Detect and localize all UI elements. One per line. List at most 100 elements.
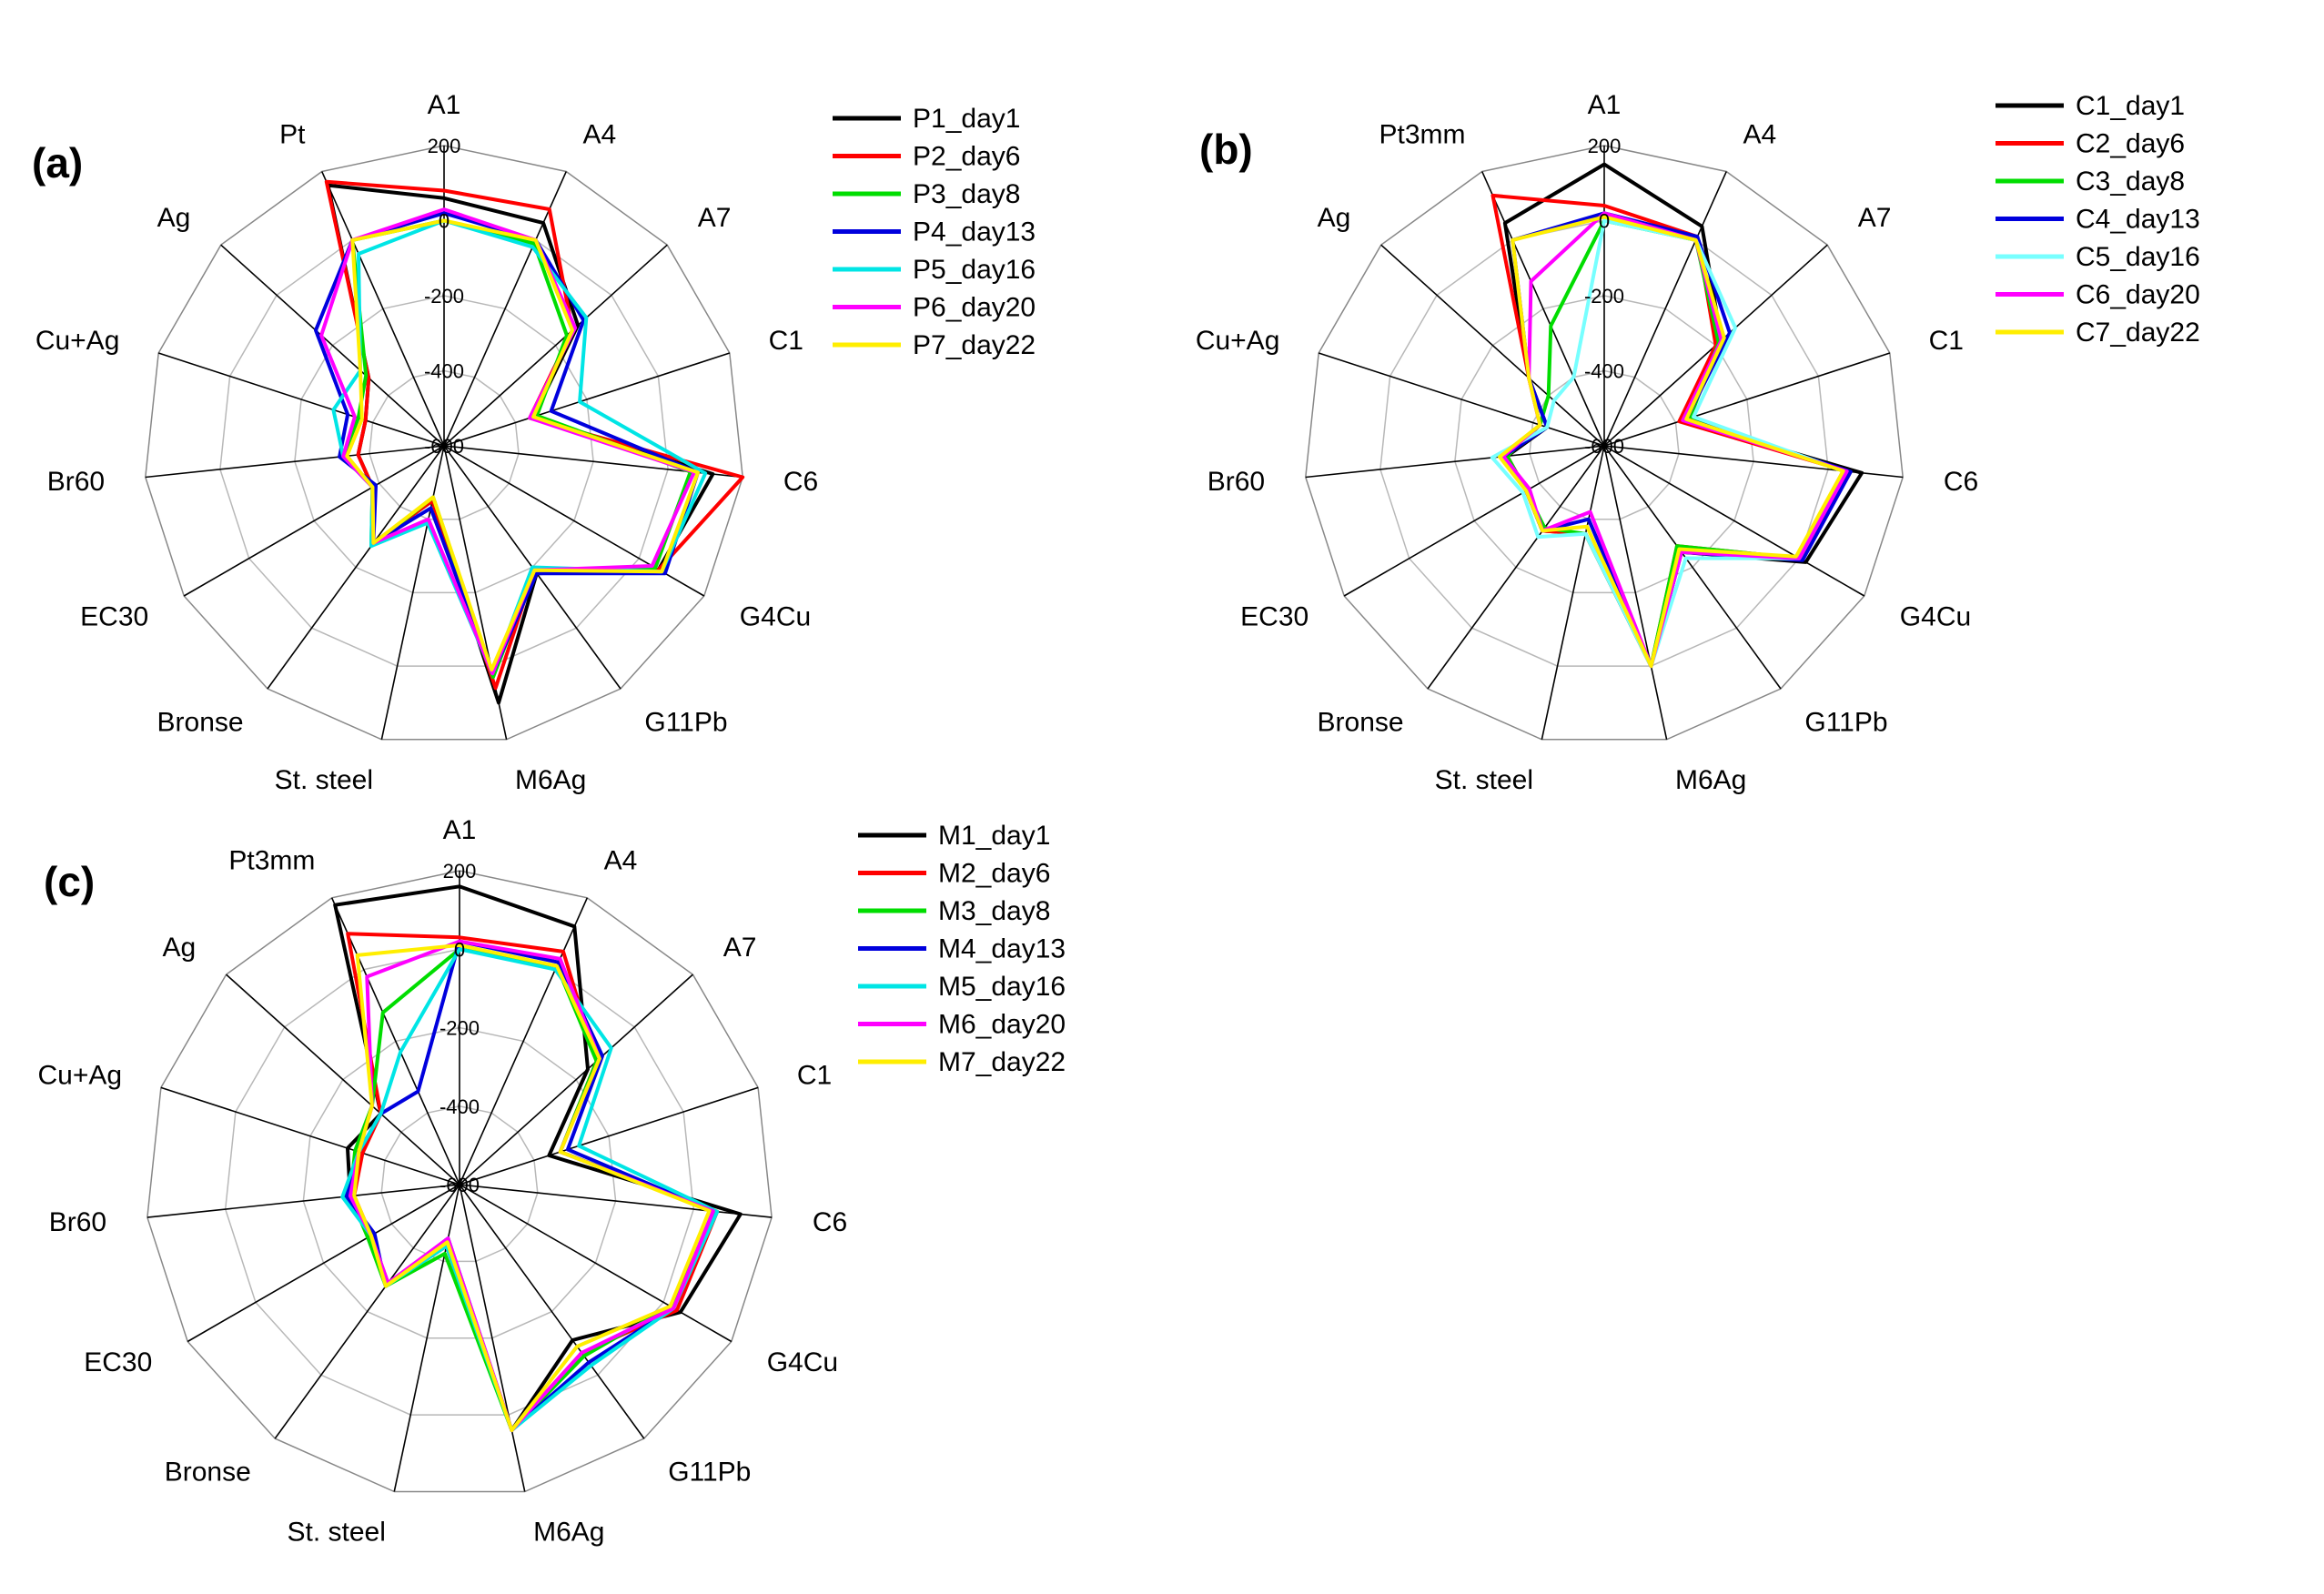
r-tick-label: -200 (1584, 285, 1624, 308)
series-line-p2-day6 (324, 179, 745, 691)
axis-spoke-br60 (147, 1184, 460, 1218)
r-tick-label: -600 (424, 435, 464, 458)
grid-ring (147, 870, 773, 1493)
axis-spoke-cu-ag (160, 1086, 460, 1185)
axis-spoke-c1 (443, 352, 731, 447)
legend-label-c6-day20: C6_day20 (2076, 280, 2200, 310)
axis-spoke-g11pb (1603, 445, 1782, 690)
grid-ring (219, 219, 669, 667)
axis-spoke-br60 (1305, 445, 1605, 479)
category-label-g4cu: G4Cu (740, 602, 811, 632)
axis-spoke-ag (220, 244, 445, 447)
legend-label-m3-day8: M3_day8 (938, 896, 1050, 926)
legend-label-c5-day16: C5_day16 (2076, 242, 2200, 272)
category-label-cu-ag: Cu+Ag (38, 1061, 123, 1091)
grid-ring (145, 145, 743, 741)
panel-label: (b) (1199, 126, 1253, 173)
r-tick-label: -200 (440, 1017, 480, 1040)
legend-label-p6-day20: P6_day20 (913, 293, 1036, 323)
axis-spoke-pt (321, 171, 445, 447)
category-label-br60: Br60 (47, 467, 105, 497)
legend-label-p2-day6: P2_day6 (913, 142, 1020, 172)
category-label-cu-ag: Cu+Ag (1196, 326, 1280, 356)
radar-panel-c: 200 0 -200 -400 -600 A1 A4 A7 C1 C6 G4Cu G11Pb M6Ag S… (38, 815, 1066, 1548)
category-label-br60: Br60 (49, 1207, 106, 1237)
category-label-ec30: EC30 (1240, 602, 1309, 632)
axis-spoke-a4 (443, 171, 567, 447)
series-line-c6-day20 (1501, 211, 1849, 669)
grid-ring (224, 948, 695, 1416)
grid-ring (1305, 145, 1904, 741)
category-label-c1: C1 (797, 1061, 832, 1091)
category-label-a7: A7 (698, 203, 732, 233)
legend-label-p7-day22: P7_day22 (913, 330, 1036, 360)
category-label-a4: A4 (1743, 119, 1777, 149)
axis-spoke-ec30 (187, 1184, 460, 1343)
legend-label-m1-day1: M1_day1 (938, 821, 1050, 851)
category-label-a4: A4 (604, 846, 638, 876)
axis-spoke-br60 (145, 445, 445, 479)
r-tick-label: -600 (1584, 435, 1624, 458)
category-label-pt: Pt (279, 119, 306, 149)
category-label-g11pb: G11Pb (644, 707, 727, 737)
legend-label-c7-day22: C7_day22 (2076, 318, 2200, 348)
category-label-g11pb: G11Pb (668, 1458, 751, 1488)
axis-spoke-m6ag (459, 1184, 526, 1492)
category-label-cu-ag: Cu+Ag (35, 326, 120, 356)
grid-ring (1379, 219, 1829, 667)
axis-spoke-a4 (1603, 171, 1727, 447)
axis-spoke-bronse (274, 1184, 460, 1439)
r-tick-label: 200 (443, 860, 477, 883)
legend-label-m7-day22: M7_day22 (938, 1047, 1066, 1077)
axis-spoke-m6ag (1603, 445, 1668, 740)
category-label-c6: C6 (783, 467, 818, 497)
category-label-m6ag: M6Ag (533, 1518, 604, 1548)
grid-ring (369, 369, 520, 520)
legend-label-m6-day20: M6_day20 (938, 1010, 1066, 1040)
r-tick-label: -600 (440, 1174, 480, 1196)
grid-ring (380, 1105, 539, 1263)
category-label-st-steel: St. steel (1435, 765, 1533, 795)
category-label-a1: A1 (1588, 90, 1622, 120)
category-label-a7: A7 (1858, 203, 1892, 233)
axis-spoke-a7 (459, 974, 693, 1185)
category-label-a1: A1 (428, 90, 461, 120)
category-label-m6ag: M6Ag (515, 765, 586, 795)
r-tick-label: -400 (440, 1095, 480, 1118)
axis-spoke-c6 (459, 1184, 773, 1218)
legend-label-m2-day6: M2_day6 (938, 859, 1050, 889)
axis-spoke-pt3mm (1481, 171, 1605, 447)
category-label-c1: C1 (1929, 326, 1964, 356)
category-label-c1: C1 (769, 326, 803, 356)
grid-ring (1454, 295, 1754, 594)
axis-spoke-c1 (459, 1086, 759, 1185)
grid-ring (294, 295, 594, 594)
series-line-p4-day13 (314, 211, 700, 676)
category-label-ag: Ag (157, 203, 191, 233)
legend-label-p4-day13: P4_day13 (913, 217, 1036, 247)
axis-spoke-c1 (1603, 352, 1891, 447)
radar-panel-b: 200 0 -200 -400 -600 A1 A4 A7 C1 C6 G4Cu G11Pb M6Ag S… (1196, 90, 2200, 795)
r-tick-label: 0 (454, 938, 465, 961)
axis-spoke-a4 (459, 897, 589, 1185)
legend-label-p1-day1: P1_day1 (913, 104, 1020, 134)
axis-spoke-pt3mm (330, 897, 460, 1185)
axis-spoke-g11pb (459, 1184, 645, 1439)
axis-spoke-ag (226, 974, 460, 1185)
series-line-m2-day6 (346, 932, 720, 1432)
axis-spoke-bronse (267, 445, 445, 690)
category-label-g4cu: G4Cu (767, 1347, 838, 1377)
axis-spoke-cu-ag (157, 352, 445, 447)
axis-spoke-a7 (443, 244, 668, 447)
category-label-ec30: EC30 (84, 1347, 152, 1377)
legend-label-c2-day6: C2_day6 (2076, 129, 2185, 159)
radar-panel-a: 200 0 -200 -400 -600 A1 A4 A7 C1 C6 G4Cu G11Pb M6Ag S… (32, 90, 1036, 795)
axis-spoke-ag (1380, 244, 1605, 447)
axis-spoke-st-steel (393, 1184, 460, 1492)
series-line-c5-day16 (1490, 218, 1845, 669)
category-label-c6: C6 (1944, 467, 1978, 497)
category-label-bronse: Bronse (1318, 707, 1404, 737)
category-label-a7: A7 (723, 933, 757, 963)
panel-label: (a) (32, 139, 83, 187)
